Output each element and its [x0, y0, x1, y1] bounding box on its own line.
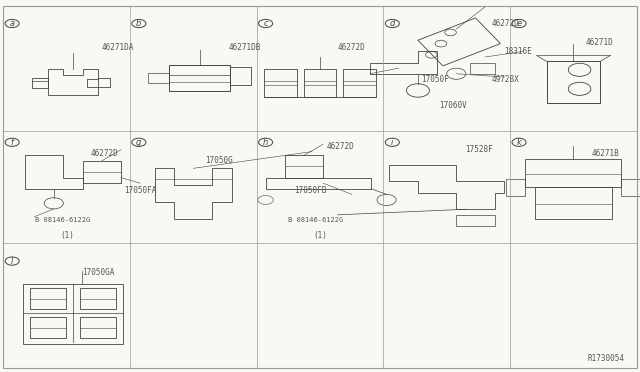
Text: b: b	[136, 19, 141, 28]
Text: 17050GA: 17050GA	[83, 268, 115, 277]
Text: B 08146-6122G: B 08146-6122G	[35, 217, 90, 224]
Bar	[80, 288, 116, 309]
Bar	[506, 179, 525, 196]
Bar	[535, 187, 612, 219]
Bar	[23, 284, 123, 344]
Text: 17050FB: 17050FB	[294, 186, 327, 195]
Text: i: i	[391, 138, 394, 147]
Bar	[264, 70, 297, 97]
Text: 46271D: 46271D	[585, 38, 613, 46]
Text: 46271DB: 46271DB	[228, 43, 260, 52]
Bar	[621, 179, 640, 196]
Text: 17050G: 17050G	[205, 156, 233, 166]
Bar	[230, 67, 251, 85]
Bar	[169, 65, 230, 91]
Text: 17060V: 17060V	[439, 101, 467, 110]
Bar	[525, 159, 621, 187]
Bar	[32, 78, 49, 88]
Text: 46272D: 46272D	[338, 43, 366, 52]
Text: e: e	[516, 19, 522, 28]
Text: (1): (1)	[60, 231, 74, 240]
Text: (1): (1)	[313, 231, 327, 240]
Text: B 08146-6122G: B 08146-6122G	[288, 217, 343, 224]
Text: 46272D: 46272D	[492, 19, 519, 28]
Text: k: k	[516, 138, 522, 147]
Bar	[343, 70, 376, 97]
Text: 17050F: 17050F	[421, 75, 449, 84]
Bar	[30, 288, 66, 309]
Text: l: l	[11, 257, 13, 266]
Bar	[148, 73, 169, 83]
Text: 49728X: 49728X	[492, 75, 519, 84]
Text: a: a	[10, 19, 15, 28]
Bar	[83, 161, 121, 183]
Bar	[30, 317, 66, 338]
Bar	[80, 317, 116, 338]
Bar	[456, 215, 495, 226]
Bar	[97, 78, 110, 87]
Text: 17528F: 17528F	[465, 145, 493, 154]
Text: 46271DA: 46271DA	[102, 43, 134, 52]
Text: c: c	[263, 19, 268, 28]
Text: f: f	[11, 138, 13, 147]
Text: 46272D: 46272D	[326, 141, 354, 151]
Text: 46272D: 46272D	[91, 149, 119, 158]
Text: h: h	[263, 138, 268, 147]
Bar	[547, 61, 600, 103]
Text: R1730054: R1730054	[587, 354, 624, 363]
Text: 46271B: 46271B	[591, 149, 620, 158]
Text: g: g	[136, 138, 141, 147]
Bar	[304, 70, 336, 97]
Text: d: d	[390, 19, 395, 28]
Text: 17050FA: 17050FA	[124, 186, 157, 195]
Text: 18316E: 18316E	[504, 47, 532, 56]
